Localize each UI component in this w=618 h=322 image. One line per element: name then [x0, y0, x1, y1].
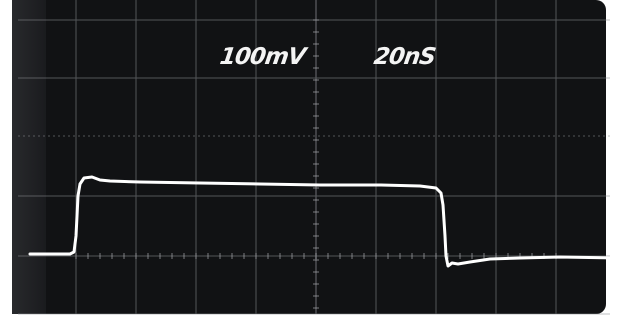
horizontal-scale-readout: 20nS [372, 44, 437, 70]
vertical-scale-readout: 100mV [218, 44, 307, 70]
graticule-grid [18, 0, 610, 315]
scope-screen [12, 0, 606, 314]
pulse-trace [28, 175, 618, 268]
scope-bezel [12, 0, 46, 314]
